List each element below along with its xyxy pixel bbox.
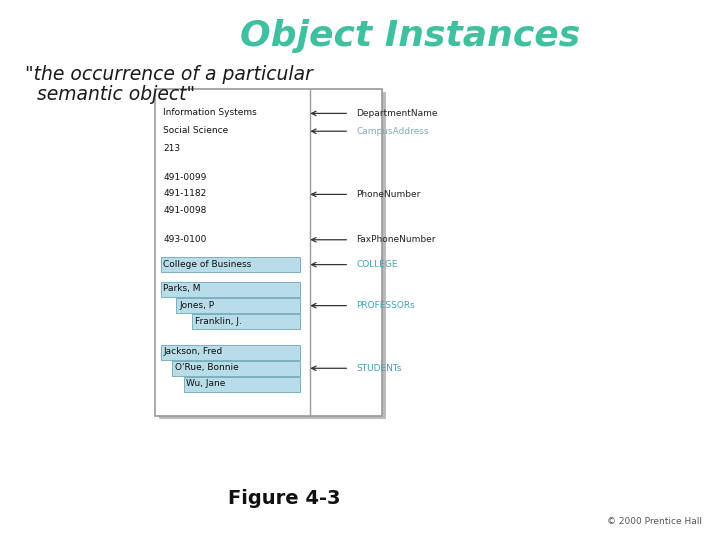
- Text: FaxPhoneNumber: FaxPhoneNumber: [356, 235, 436, 244]
- Text: COLLEGE: COLLEGE: [356, 260, 398, 269]
- Bar: [155, 89, 382, 416]
- Text: © 2000 Prentice Hall: © 2000 Prentice Hall: [607, 517, 702, 526]
- Text: PROFESSORs: PROFESSORs: [356, 301, 415, 310]
- Bar: [176, 298, 300, 313]
- Text: Social Science: Social Science: [163, 126, 229, 135]
- Text: Wu, Jane: Wu, Jane: [186, 380, 226, 388]
- Text: "the occurrence of a particular: "the occurrence of a particular: [25, 65, 313, 84]
- Text: 491-0098: 491-0098: [163, 206, 207, 214]
- Text: DepartmentName: DepartmentName: [356, 109, 438, 118]
- Bar: [184, 377, 300, 392]
- Text: PhoneNumber: PhoneNumber: [356, 190, 420, 199]
- Text: 493-0100: 493-0100: [163, 235, 207, 244]
- Text: 213: 213: [163, 144, 181, 153]
- Text: CampusAddress: CampusAddress: [356, 127, 429, 136]
- Bar: [161, 257, 300, 272]
- Text: Franklin, J.: Franklin, J.: [195, 317, 242, 326]
- Text: O'Rue, Bonnie: O'Rue, Bonnie: [175, 363, 239, 372]
- Text: semantic object": semantic object": [25, 85, 195, 104]
- Text: College of Business: College of Business: [163, 260, 252, 268]
- Bar: [192, 314, 300, 329]
- Bar: [161, 345, 300, 360]
- Text: Jones, P: Jones, P: [179, 301, 215, 309]
- Text: Jackson, Fred: Jackson, Fred: [163, 347, 222, 356]
- Text: Parks, M: Parks, M: [163, 285, 201, 293]
- Text: Figure 4-3: Figure 4-3: [228, 489, 341, 508]
- Text: STUDENTs: STUDENTs: [356, 364, 402, 373]
- Text: 491-1182: 491-1182: [163, 190, 207, 198]
- Bar: [159, 92, 386, 419]
- Text: Information Systems: Information Systems: [163, 109, 257, 117]
- Bar: [172, 361, 300, 376]
- Bar: [161, 282, 300, 297]
- Text: 491-0099: 491-0099: [163, 173, 207, 182]
- Text: Object Instances: Object Instances: [240, 19, 580, 53]
